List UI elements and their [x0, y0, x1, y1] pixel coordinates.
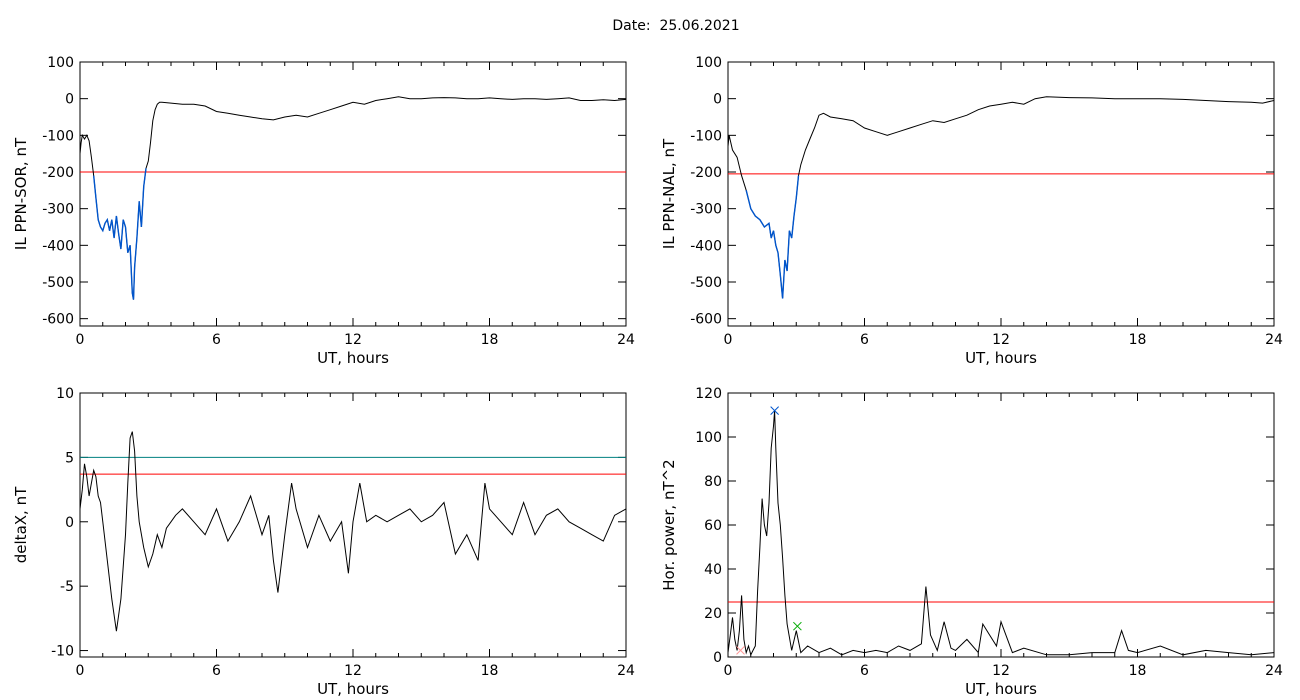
y-tick-label: 20: [704, 606, 722, 622]
x-axis-label: UT, hours: [317, 680, 389, 698]
y-axis-label: Hor. power, nT^2: [660, 459, 678, 590]
x-tick-label: 0: [76, 332, 85, 348]
series-line: [727, 96, 1275, 299]
x-axis-label: UT, hours: [965, 349, 1037, 367]
series-highlight: [745, 175, 800, 299]
x-tick-label: 18: [481, 332, 499, 348]
marker-stroke: [793, 621, 802, 631]
x-tick-label: 6: [860, 332, 869, 348]
series-line: [79, 96, 627, 300]
y-tick-label: -100: [690, 128, 722, 144]
y-tick-label: 0: [65, 92, 74, 108]
page-title: Date: 25.06.2021: [612, 18, 740, 34]
panel-il-nal: 0 6 12 18 24 100 0 -100 -200 -300 -400 -500 -600 UT, …: [660, 55, 1283, 367]
y-tick-label: -200: [690, 165, 722, 181]
x-tick-label: 18: [1129, 663, 1147, 679]
y-axis-label: deltaX, nT: [12, 486, 30, 563]
peak-marker: [736, 646, 745, 655]
x-tick-label: 0: [724, 332, 733, 348]
y-tick-label: 100: [47, 55, 74, 71]
series-line: [727, 410, 1275, 657]
y-tick-label: 0: [713, 92, 722, 108]
y-tick-label: -10: [51, 644, 74, 660]
y-tick-label: -5: [60, 579, 74, 595]
peak-marker: [770, 406, 779, 415]
x-tick-label: 12: [992, 663, 1010, 679]
y-tick-label: -400: [42, 238, 74, 254]
y-tick-label: -300: [42, 202, 74, 218]
y-tick-label: 60: [704, 518, 722, 534]
y-axis-label: IL PPN-NAL, nT: [660, 138, 678, 249]
series-highlight: [93, 168, 147, 300]
x-tick-label: 12: [344, 663, 362, 679]
y-tick-label: -500: [690, 275, 722, 291]
plot-frame: [727, 392, 1275, 658]
panel-delta-x: 0 6 12 18 24 10 5 0 -5 -10 UT, hours deltaX, nT: [12, 386, 635, 698]
y-tick-label: 0: [65, 515, 74, 531]
x-tick-label: 6: [212, 332, 221, 348]
x-tick-label: 6: [212, 663, 221, 679]
y-tick-label: -500: [42, 275, 74, 291]
x-tick-label: 24: [617, 663, 635, 679]
x-tick-label: 18: [1129, 332, 1147, 348]
y-tick-label: -200: [42, 165, 74, 181]
y-tick-label: -100: [42, 128, 74, 144]
y-tick-label: -600: [42, 312, 74, 328]
x-tick-label: 18: [481, 663, 499, 679]
y-tick-label: -300: [690, 202, 722, 218]
y-tick-label: 100: [695, 55, 722, 71]
y-tick-label: 100: [695, 430, 722, 446]
marker-stroke: [736, 646, 745, 655]
x-axis-label: UT, hours: [317, 349, 389, 367]
y-tick-label: 10: [56, 386, 74, 402]
x-tick-label: 12: [992, 332, 1010, 348]
x-tick-label: 24: [1265, 332, 1283, 348]
y-tick-label: 80: [704, 474, 722, 490]
x-tick-label: 12: [344, 332, 362, 348]
y-axis-label: IL PPN-SOR, nT: [12, 137, 30, 250]
y-tick-label: 120: [695, 386, 722, 402]
marker-stroke: [770, 406, 779, 415]
x-tick-label: 24: [617, 332, 635, 348]
plot-frame: [727, 61, 1275, 327]
y-tick-label: 0: [713, 650, 722, 666]
panel-il-sor: 0 6 12 18 24 100 0 -100 -200 -300 -400 -500 -600 UT, …: [12, 55, 635, 367]
y-tick-label: -600: [690, 312, 722, 328]
panel-hor-power: 0 6 12 18 24 120 100 80 60 40 20 0 UT, hours Hor. pow…: [660, 386, 1283, 698]
x-tick-label: 0: [76, 663, 85, 679]
plot-frame: [79, 61, 627, 327]
x-tick-label: 6: [860, 663, 869, 679]
y-tick-label: 40: [704, 562, 722, 578]
peak-marker: [793, 621, 802, 631]
x-tick-label: 24: [1265, 663, 1283, 679]
series-line: [79, 431, 627, 632]
x-tick-label: 0: [724, 663, 733, 679]
x-axis-label: UT, hours: [965, 680, 1037, 698]
y-tick-label: -400: [690, 238, 722, 254]
y-tick-label: 5: [65, 450, 74, 466]
